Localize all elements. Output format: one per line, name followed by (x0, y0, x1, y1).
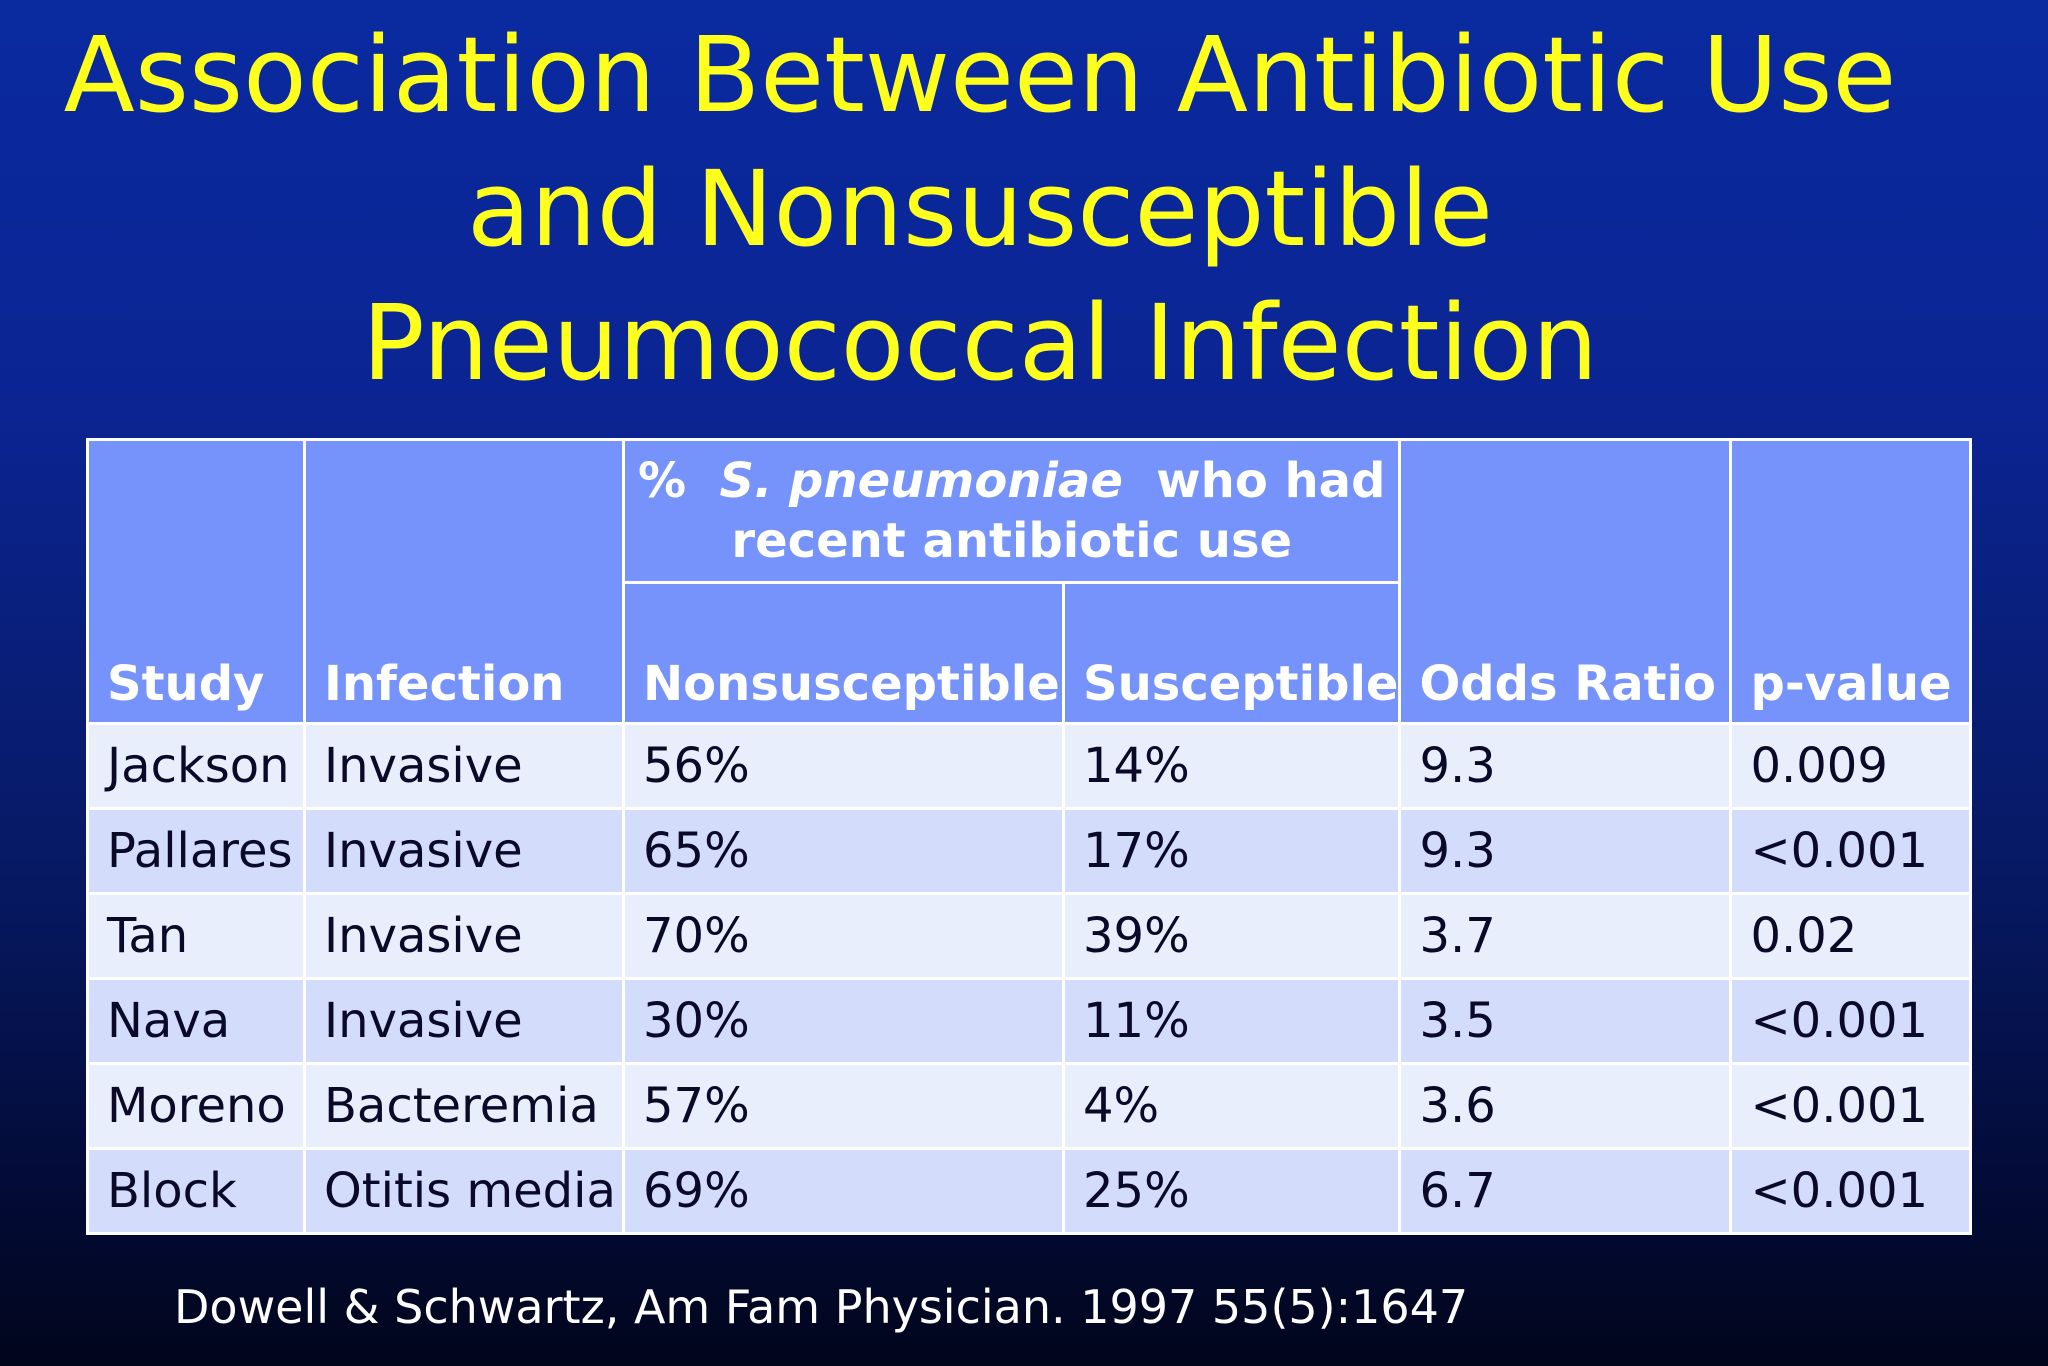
cell-susceptible: 25% (1061, 1147, 1402, 1235)
cell-odds-ratio: 3.7 (1398, 892, 1733, 980)
cell-susceptible: 11% (1061, 977, 1402, 1065)
cell-p-value: <0.001 (1729, 1147, 1973, 1235)
cell-susceptible: 14% (1061, 722, 1402, 810)
cell-p-value: <0.001 (1729, 977, 1973, 1065)
group-header-species: S. pneumoniae (719, 453, 1123, 509)
group-header-prefix: % (638, 453, 687, 509)
cell-nonsusceptible: 70% (622, 892, 1065, 980)
cell-infection: Invasive (303, 892, 625, 980)
cell-susceptible: 4% (1061, 1062, 1402, 1150)
table-row: Tan Invasive 70% 39% 3.7 0.02 (86, 892, 1973, 980)
cell-study: Tan (86, 892, 306, 980)
table-row: Moreno Bacteremia 57% 4% 3.6 <0.001 (86, 1062, 1973, 1150)
cell-nonsusceptible: 56% (622, 722, 1065, 810)
cell-study: Pallares (86, 807, 306, 895)
cell-p-value: <0.001 (1729, 807, 1973, 895)
cell-odds-ratio: 3.5 (1398, 977, 1733, 1065)
cell-odds-ratio: 3.6 (1398, 1062, 1733, 1150)
cell-odds-ratio: 9.3 (1398, 722, 1733, 810)
column-header-study: Study (86, 438, 306, 725)
cell-infection: Invasive (303, 722, 625, 810)
cell-infection: Invasive (303, 807, 625, 895)
cell-p-value: <0.001 (1729, 1062, 1973, 1150)
cell-study: Moreno (86, 1062, 306, 1150)
cell-p-value: 0.009 (1729, 722, 1973, 810)
group-header-antibiotic-use: % S. pneumoniae who had recent antibioti… (621, 438, 1402, 584)
citation: Dowell & Schwartz, Am Fam Physician. 199… (174, 1280, 1469, 1334)
cell-infection: Invasive (303, 977, 625, 1065)
column-header-odds-ratio: Odds Ratio (1398, 438, 1733, 725)
results-table: Study Infection % S. pneumoniae who had … (86, 438, 1973, 1235)
title-line: Association Between Antibiotic Use (63, 14, 1897, 136)
cell-nonsusceptible: 57% (622, 1062, 1065, 1150)
cell-susceptible: 39% (1061, 892, 1402, 980)
table-row: Block Otitis media 69% 25% 6.7 <0.001 (86, 1147, 1973, 1235)
slide-title: Association Between Antibiotic Use and N… (0, 8, 1960, 410)
cell-odds-ratio: 9.3 (1398, 807, 1733, 895)
cell-p-value: 0.02 (1729, 892, 1973, 980)
cell-infection: Bacteremia (303, 1062, 625, 1150)
cell-study: Jackson (86, 722, 306, 810)
title-line: and Nonsusceptible (466, 148, 1494, 270)
cell-nonsusceptible: 30% (622, 977, 1065, 1065)
subheader-row: Nonsusceptible Susceptible (88, 581, 1971, 725)
cell-susceptible: 17% (1061, 807, 1402, 895)
cell-study: Block (86, 1147, 306, 1235)
group-header-suffix: who had (1156, 453, 1386, 509)
column-header-susceptible: Susceptible (1061, 581, 1402, 725)
table-row: Jackson Invasive 56% 14% 9.3 0.009 (86, 722, 1973, 810)
column-header-p-value: p-value (1729, 438, 1973, 725)
table-row: Pallares Invasive 65% 17% 9.3 <0.001 (86, 807, 1973, 895)
cell-infection: Otitis media (303, 1147, 625, 1235)
cell-odds-ratio: 6.7 (1398, 1147, 1733, 1235)
title-line: Pneumococcal Infection (361, 282, 1599, 404)
cell-nonsusceptible: 69% (622, 1147, 1065, 1235)
cell-nonsusceptible: 65% (622, 807, 1065, 895)
header-row: Study Infection % S. pneumoniae who had … (86, 438, 1973, 725)
column-header-infection: Infection (303, 438, 625, 725)
group-header-line2: recent antibiotic use (731, 513, 1293, 569)
column-header-nonsusceptible: Nonsusceptible (622, 581, 1065, 725)
cell-study: Nava (86, 977, 306, 1065)
table-row: Nava Invasive 30% 11% 3.5 <0.001 (86, 977, 1973, 1065)
